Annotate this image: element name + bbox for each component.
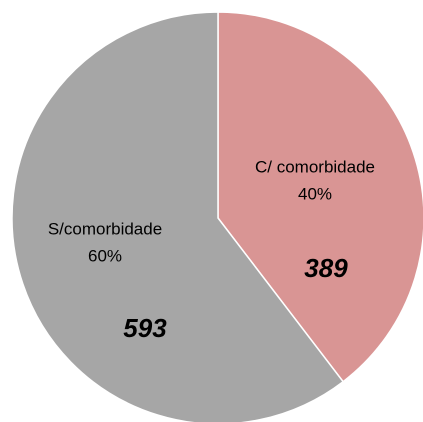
pie-slice (11, 11, 345, 422)
slice-label: S/comorbidade (48, 219, 162, 238)
slice-label: C/ comorbidade (255, 157, 375, 176)
pie-slice (217, 11, 423, 383)
percent-label: 60% (88, 246, 122, 265)
percent-label: 40% (298, 184, 332, 203)
value-label: 593 (123, 313, 167, 343)
value-label: 389 (304, 253, 348, 283)
